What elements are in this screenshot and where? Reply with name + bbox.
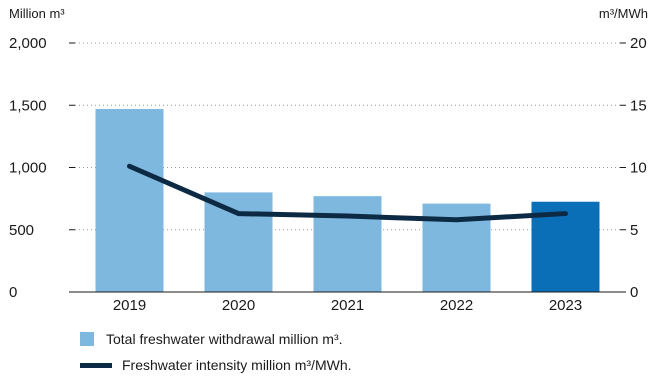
right-tick-label: 10 (630, 160, 647, 177)
right-axis-title: m³/MWh (599, 6, 648, 21)
left-tick-label: 2,000 (9, 35, 47, 52)
left-tick-labels: 0 500 1,000 1,500 2,000 (9, 35, 47, 301)
bar (313, 196, 382, 292)
left-tick-label: 0 (9, 284, 17, 301)
bar-series (95, 108, 600, 292)
x-tick-label: 2023 (549, 297, 582, 314)
bar (204, 192, 273, 292)
left-axis-title: Million m³ (9, 6, 65, 21)
x-tick-label: 2020 (222, 297, 255, 314)
intensity-line (127, 163, 568, 223)
left-tick-label: 1,500 (9, 97, 47, 114)
x-tick-label: 2022 (440, 297, 473, 314)
right-tick-labels: 0 5 10 15 20 (630, 35, 647, 301)
legend-item-withdrawal: Total freshwater withdrawal million m³. (80, 331, 343, 347)
x-tick-label: 2019 (113, 297, 146, 314)
left-tick-label: 500 (9, 222, 34, 239)
right-tick-label: 15 (630, 97, 647, 114)
bar (95, 108, 164, 292)
legend-item-intensity: Freshwater intensity million m³/MWh. (80, 357, 352, 373)
legend-line-swatch (80, 362, 112, 368)
left-tick-label: 1,000 (9, 160, 47, 177)
x-tick-labels: 2019 2020 2021 2022 2023 (113, 297, 582, 314)
legend-label-withdrawal: Total freshwater withdrawal million m³. (106, 331, 343, 347)
legend-bar-swatch (80, 332, 94, 346)
x-tick-label: 2021 (331, 297, 364, 314)
right-tick-label: 20 (630, 35, 647, 52)
right-tick-label: 0 (630, 284, 638, 301)
legend-label-intensity: Freshwater intensity million m³/MWh. (122, 357, 352, 373)
right-tick-label: 5 (630, 222, 638, 239)
